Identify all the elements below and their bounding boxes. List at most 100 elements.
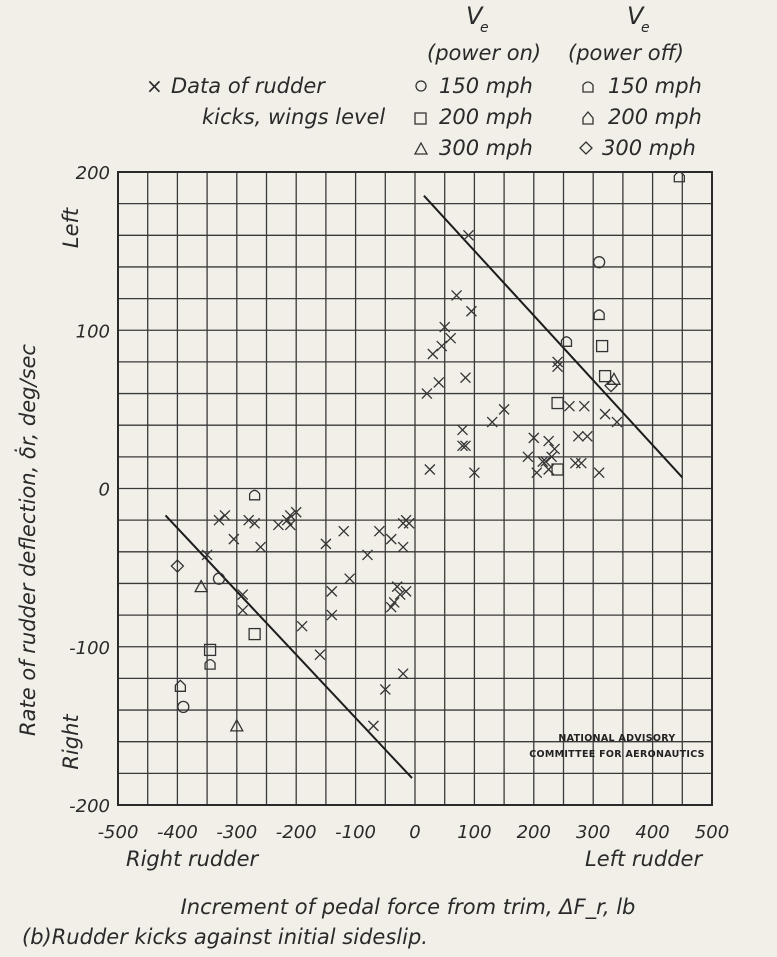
diamond-marker <box>604 378 618 393</box>
x-marker <box>284 509 296 521</box>
x-marker <box>326 609 338 621</box>
naca-line-1: NATIONAL ADVISORY <box>558 733 675 744</box>
x-marker <box>326 585 338 597</box>
x-marker <box>460 440 471 452</box>
y-tick-label: 0 <box>99 480 110 501</box>
figure-caption: (b)Rudder kicks against initial sideslip… <box>22 925 428 949</box>
x-marker <box>439 321 451 333</box>
x-marker <box>540 456 552 468</box>
x-marker <box>537 456 549 468</box>
x-marker <box>403 517 415 529</box>
x-direction-left: Right rudder <box>126 847 259 871</box>
x-marker <box>397 668 409 680</box>
x-marker <box>284 519 296 531</box>
legend-power-on-200: 200 mph <box>414 105 533 129</box>
legend-x-symbol: × <box>146 74 163 98</box>
legend-power-off-300: 300 mph <box>579 136 696 160</box>
x-marker <box>367 720 379 732</box>
x-marker <box>296 620 308 632</box>
x-marker <box>578 400 590 412</box>
square-marker <box>248 627 261 641</box>
x-marker <box>290 506 302 518</box>
legend-header-power-off-sub: e <box>641 20 650 36</box>
x-marker <box>424 464 436 475</box>
x-marker <box>463 229 474 241</box>
x-marker <box>362 549 373 561</box>
x-marker <box>320 538 332 550</box>
legend-power-off-300-label: 300 mph <box>602 136 696 160</box>
legend-header-power-off-v: V <box>627 2 645 30</box>
x-marker <box>549 443 561 455</box>
x-tick-label: -400 <box>157 822 198 843</box>
x-marker <box>460 372 471 384</box>
x-marker <box>457 424 468 436</box>
y-direction-bottom: Right <box>59 714 83 770</box>
house-marker <box>174 679 187 692</box>
y-tick-label: -100 <box>69 638 110 659</box>
y-tick-label: 200 <box>76 163 110 184</box>
square-marker <box>203 643 217 657</box>
legend-header-power-on-v: V <box>466 2 484 30</box>
x-marker <box>552 356 564 368</box>
x-marker <box>314 649 326 661</box>
x-marker <box>546 451 558 463</box>
x-marker <box>575 457 587 469</box>
legend-power-on-150: 150 mph <box>415 74 533 98</box>
x-marker <box>427 348 439 360</box>
x-marker <box>344 573 356 585</box>
dome-marker <box>560 336 573 347</box>
x-marker <box>281 514 293 526</box>
x-marker <box>498 403 510 415</box>
y-tick-label: 100 <box>76 321 110 342</box>
x-marker <box>388 596 400 608</box>
x-tick-labels: -500 -400 -300 -200 -100 0 100 200 300 400 500 <box>98 822 730 843</box>
plot-frame <box>117 171 713 806</box>
square-marker <box>598 369 612 383</box>
trend-lines <box>164 195 684 779</box>
x-tick-label: -100 <box>335 822 376 843</box>
x-marker <box>569 457 581 469</box>
y-direction-top: Left <box>59 207 83 248</box>
x-tick-label: 500 <box>695 822 729 843</box>
x-marker <box>552 361 564 373</box>
x-marker <box>237 589 249 600</box>
data-points <box>170 171 685 732</box>
x-marker <box>201 549 213 561</box>
x-axis-title: Increment of pedal force from trim, ΔF_r… <box>181 895 636 920</box>
legend: V e (power on) V e (power off) × Data of… <box>146 2 702 160</box>
x-marker <box>228 533 240 545</box>
diamond-marker <box>170 559 185 573</box>
x-marker <box>272 519 284 531</box>
x-marker <box>522 451 534 463</box>
x-marker <box>421 388 433 400</box>
x-marker <box>373 525 385 537</box>
dome-marker <box>593 309 605 321</box>
x-marker <box>213 514 225 526</box>
x-marker <box>593 467 605 479</box>
x-tick-label: -200 <box>276 822 317 843</box>
x-marker <box>243 514 255 526</box>
legend-power-on-200-label: 200 mph <box>439 105 533 129</box>
x-tick-label: -500 <box>98 822 139 843</box>
x-tick-label: 100 <box>457 822 491 843</box>
triangle-marker <box>229 718 244 732</box>
legend-power-off-200: 200 mph <box>582 105 702 129</box>
square-marker <box>551 396 564 410</box>
x-marker <box>436 340 448 352</box>
legend-power-on-300: 300 mph <box>413 136 533 160</box>
x-tick-label: -300 <box>216 822 257 843</box>
legend-header-power-on-sub: e <box>480 20 489 36</box>
square-marker <box>595 339 609 353</box>
x-marker <box>581 430 593 442</box>
x-tick-label: 300 <box>576 822 610 843</box>
trend-line <box>164 514 413 779</box>
legend-x-line1: Data of rudder <box>171 74 326 98</box>
x-marker <box>451 289 463 301</box>
x-marker <box>397 541 409 553</box>
circle-marker <box>177 700 190 714</box>
x-marker <box>237 604 249 616</box>
x-tick-label: 0 <box>409 822 420 843</box>
x-marker <box>379 684 391 695</box>
